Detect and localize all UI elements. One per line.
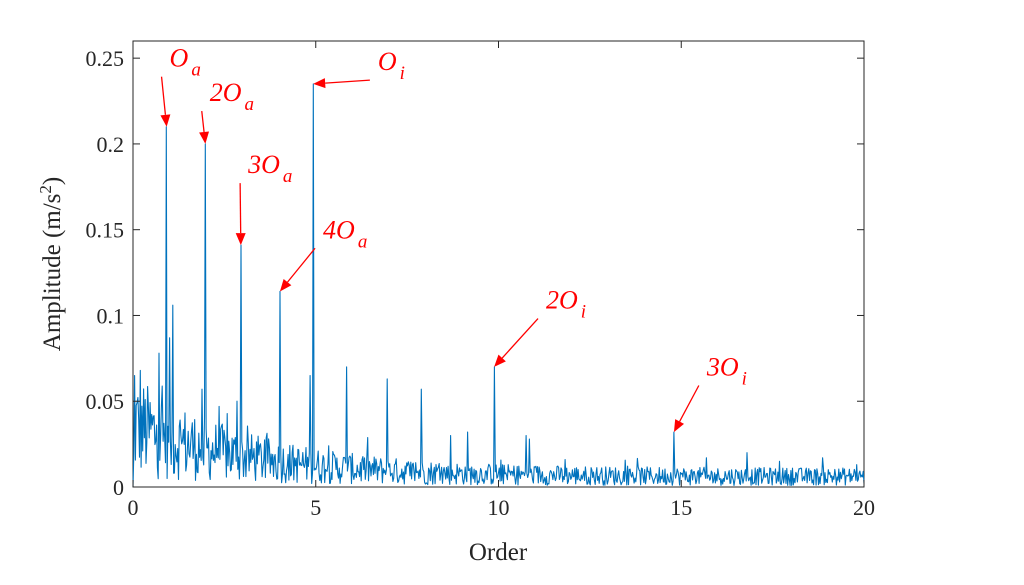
annotation-arrow-shaft (679, 385, 700, 422)
spectrum-line (132, 83, 865, 488)
annotation-label-sub: a (191, 60, 201, 81)
plot-frame (132, 40, 865, 488)
annotation-label-base: 3O (247, 150, 280, 179)
annotation-label-base: 2O (546, 286, 578, 315)
annotation-label-base: O (170, 44, 189, 73)
x-axis-title: Order (469, 539, 528, 566)
y-tick-label: 0.1 (97, 303, 125, 328)
annotation-label-sub: a (245, 94, 255, 115)
annotation-label-sub: a (283, 166, 293, 187)
annotation-arrow-head (494, 354, 506, 367)
annotation-label-base: 3O (706, 353, 739, 382)
annotation-arrow-head (199, 131, 210, 144)
annotation-label: 3O i (706, 353, 747, 390)
annotation-label-sub: i (400, 63, 405, 84)
x-tick-label: 10 (488, 495, 510, 520)
annotation-label: 2O a (210, 78, 254, 115)
annotation-arrow-shaft (239, 183, 242, 234)
annotation-label-sub: a (358, 231, 368, 252)
annotation: 2O i (494, 286, 586, 367)
annotation-arrow-shaft (501, 318, 539, 359)
y-axis-title-text: Amplitude (m/s (39, 194, 66, 352)
annotation-arrow-shaft (160, 76, 167, 115)
annotation-arrow-head (160, 114, 171, 127)
annotation-label-base: 4O (323, 215, 355, 244)
annotation-arrow-head (673, 419, 685, 433)
annotation: 2O a (199, 78, 254, 144)
y-axis-title-sup: 2 (36, 185, 55, 194)
annotation-arrow-shaft (287, 247, 316, 283)
series (132, 83, 865, 488)
annotation-label-base: O (378, 47, 397, 76)
annotation-label-sub: i (742, 369, 747, 390)
annotation-arrow-head (313, 78, 326, 89)
x-tick-label: 5 (310, 495, 321, 520)
x-tick-label: 0 (128, 495, 139, 520)
y-tick-label: 0.2 (97, 132, 125, 157)
annotation-label-base: 2O (210, 78, 242, 107)
annotation: 3O i (673, 353, 747, 433)
axis-ticks: 0 5 10 15 20 0 0.05 0.1 0.15 0.2 0.25 (86, 41, 875, 520)
annotation-label: 4O a (323, 215, 367, 252)
annotation-arrow-shaft (325, 79, 370, 84)
annotation-label-sub: i (581, 302, 586, 323)
x-tick-label: 15 (670, 495, 692, 520)
y-tick-label: 0.25 (86, 46, 125, 71)
y-tick-label: 0.15 (86, 218, 125, 243)
annotation-arrow-head (279, 278, 292, 292)
annotation-label: 3O a (247, 150, 292, 187)
annotation-arrow-shaft (201, 110, 205, 133)
annotation-label: 2O i (546, 286, 586, 323)
x-tick-label: 20 (853, 495, 875, 520)
y-tick-label: 0.05 (86, 389, 125, 414)
y-axis-title-close: ) (39, 177, 66, 185)
annotation: 4O a (279, 215, 367, 292)
y-axis-title: Amplitude (m/s2) (36, 177, 66, 351)
y-tick-label: 0 (113, 475, 124, 500)
annotation-arrow-head (235, 233, 246, 246)
annotation: 3O a (235, 150, 292, 246)
